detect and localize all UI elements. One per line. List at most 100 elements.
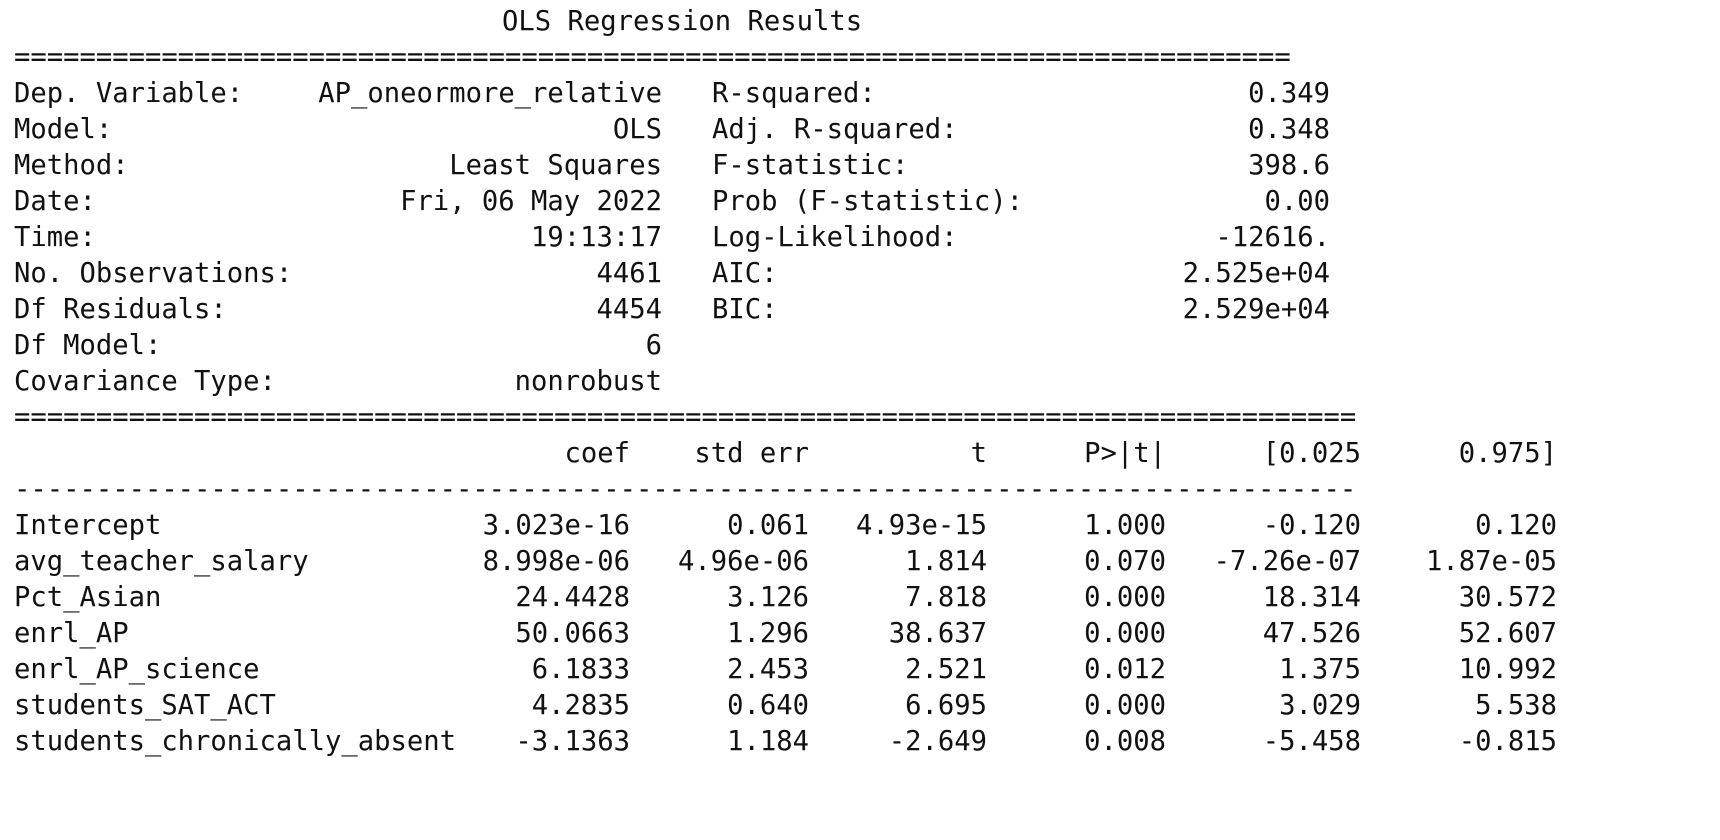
coef-cell: 52.607 [1458,618,1557,649]
variable-name: students_SAT_ACT [14,690,276,721]
info-label: Date: [14,186,96,217]
stat-label: F-statistic: [712,150,909,181]
coef-cell: -7.26e-07 [1213,546,1361,577]
variable-name: enrl_AP_science [14,654,260,685]
coef-cell: 0.061 [727,510,809,541]
coef-cell: -5.458 [1262,726,1361,757]
regression-summary: OLS Regression Results =================… [14,4,1714,760]
info-label: Df Residuals: [14,294,227,325]
coef-cell: 0.070 [1084,546,1166,577]
coef-cell: 0.008 [1084,726,1166,757]
coef-cell: 1.814 [905,546,987,577]
stat-label: AIC: [712,258,778,289]
coef-cell: 8.998e-06 [482,546,630,577]
coef-column-header: coef [564,438,630,469]
stat-label: Log-Likelihood: [712,222,958,253]
coef-cell: 6.1833 [531,654,630,685]
coef-cell: 0.000 [1084,618,1166,649]
coef-cell: 4.2835 [531,690,630,721]
coef-cell: 2.453 [727,654,809,685]
coef-row: Pct_Asian 24.4428 3.126 7.818 0.000 18.314 30.… [14,580,1714,616]
coef-cell: 6.695 [905,690,987,721]
info-row: Date: Fri, 06 May 2022 Prob (F-statistic):… [14,184,1714,220]
coef-cell: 50.0663 [515,618,630,649]
title-line: OLS Regression Results [14,4,1714,40]
variable-name: Pct_Asian [14,582,162,613]
coef-row: students_SAT_ACT 4.2835 0.640 6.695 0.000 3.0… [14,688,1714,724]
coef-cell: 4.93e-15 [856,510,987,541]
dash-rule: ----------------------------------------… [14,474,1357,505]
coef-cell: 3.029 [1279,690,1361,721]
coef-cell: 24.4428 [515,582,630,613]
stat-label: Adj. R-squared: [712,114,958,145]
stat-value: 398.6 [1248,150,1330,181]
info-row: Method: Least Squares F-statistic: 398.6 [14,148,1714,184]
middle-rule-line: ========================================… [14,400,1714,436]
info-label: Method: [14,150,129,181]
info-label: Covariance Type: [14,366,276,397]
info-row: Time: 19:13:17 Log-Likelihood: -12616. [14,220,1714,256]
variable-name: Intercept [14,510,162,541]
coef-cell: 1.296 [727,618,809,649]
top-rule: ========================================… [14,42,1291,73]
coef-cell: -2.649 [888,726,987,757]
coef-column-header: P>|t| [1084,438,1166,469]
coef-cell: 30.572 [1458,582,1557,613]
info-row: Dep. Variable: AP_oneormore_relative R-squ… [14,76,1714,112]
variable-name: avg_teacher_salary [14,546,309,577]
coef-header-row: coef std err t P>|t| [0.025 0.975] [14,436,1714,472]
coef-cell: 0.120 [1475,510,1557,541]
coef-cell: 0.640 [727,690,809,721]
coef-column-header: 0.975] [1458,438,1557,469]
coef-cell: -3.1363 [515,726,630,757]
coef-cell: 3.023e-16 [482,510,630,541]
coef-cell: 2.521 [905,654,987,685]
coef-cell: 1.87e-05 [1426,546,1557,577]
info-row: Df Residuals: 4454 BIC: 2.529e+04 [14,292,1714,328]
variable-name: enrl_AP [14,618,129,649]
stat-value: 0.349 [1248,78,1330,109]
info-label: Time: [14,222,96,253]
coef-cell: 18.314 [1262,582,1361,613]
coef-cell: 47.526 [1262,618,1361,649]
info-label: Model: [14,114,113,145]
coef-cell: -0.815 [1458,726,1557,757]
coef-column-header: std err [694,438,809,469]
info-value: Least Squares [449,150,662,181]
info-value: AP_oneormore_relative [318,78,662,109]
coef-cell: 5.538 [1475,690,1557,721]
coef-cell: 7.818 [905,582,987,613]
info-row: Model: OLS Adj. R-squared: 0.348 [14,112,1714,148]
info-value: 4454 [596,294,662,325]
coef-column-header: t [970,438,987,469]
coef-cell: 0.000 [1084,690,1166,721]
info-row: Covariance Type: nonrobust [14,364,1714,400]
coefficients-table: Intercept 3.023e-16 0.061 4.93e-15 1.000 -0.1… [14,508,1714,760]
variable-name: students_chronically_absent [14,726,456,757]
info-row: No. Observations: 4461 AIC: 2.525e+04 [14,256,1714,292]
stat-value: 2.525e+04 [1182,258,1330,289]
dash-rule-line: ----------------------------------------… [14,472,1714,508]
info-value: 19:13:17 [531,222,662,253]
info-value: OLS [612,114,662,145]
info-label: Df Model: [14,330,162,361]
coef-row: enrl_AP 50.0663 1.296 38.637 0.000 47.526 52.6… [14,616,1714,652]
summary-title: OLS Regression Results [502,6,863,37]
stat-value: -12616. [1215,222,1330,253]
coef-cell: 0.012 [1084,654,1166,685]
coef-cell: 10.992 [1458,654,1557,685]
coef-cell: 4.96e-06 [678,546,809,577]
coef-row: enrl_AP_science 6.1833 2.453 2.521 0.012 1.37… [14,652,1714,688]
info-label: No. Observations: [14,258,293,289]
stat-label: R-squared: [712,78,876,109]
stat-label: Prob (F-statistic): [712,186,1023,217]
coef-column-header: [0.025 [1262,438,1361,469]
info-value: 4461 [596,258,662,289]
coef-cell: 1.184 [727,726,809,757]
info-row: Df Model: 6 [14,328,1714,364]
middle-rule: ========================================… [14,402,1357,433]
info-value: 6 [645,330,662,361]
top-rule-line: ========================================… [14,40,1714,76]
coef-cell: 38.637 [888,618,987,649]
coef-cell: 1.375 [1279,654,1361,685]
